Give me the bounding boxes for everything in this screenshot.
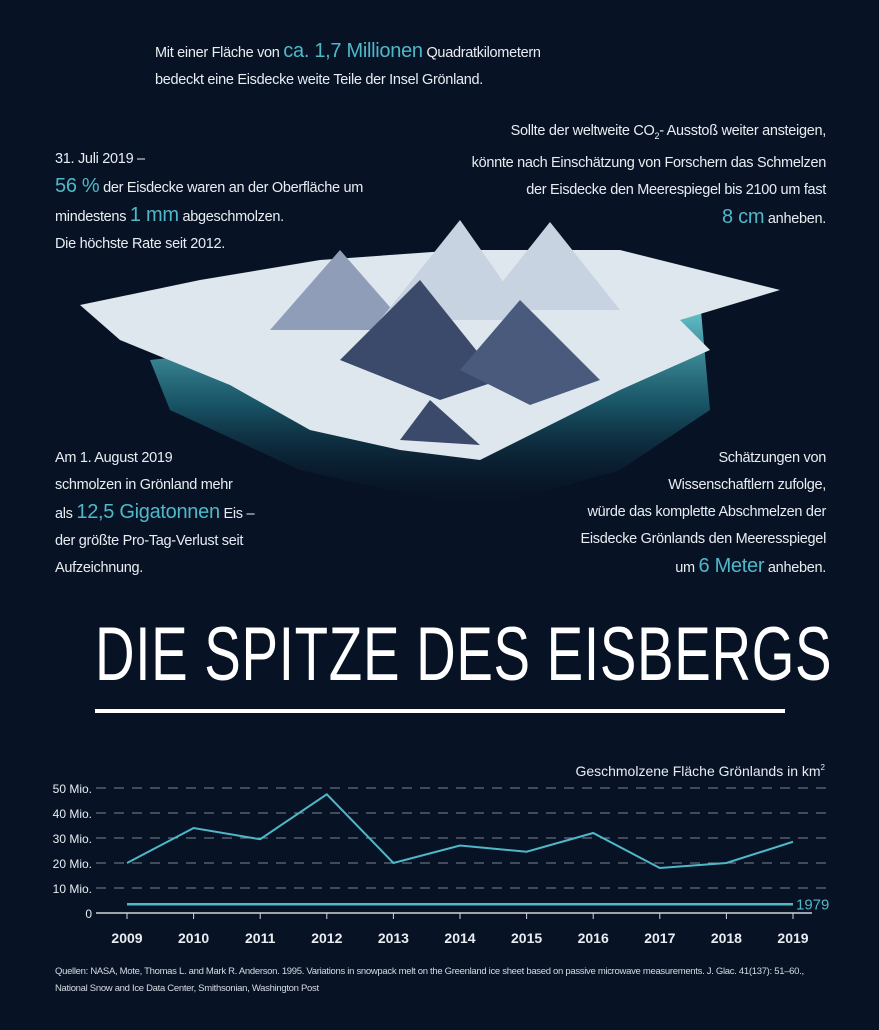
x-tick-label: 2018 [711, 930, 742, 946]
text: 31. Juli 2019 – [55, 151, 145, 167]
text: der größte Pro-Tag-Verlust seit [55, 533, 244, 549]
text: Schätzungen von [718, 450, 826, 466]
accent-text: ca. 1,7 Millionen [283, 40, 423, 62]
y-tick-label: 10 Mio. [53, 882, 92, 896]
x-tick-label: 2019 [777, 930, 808, 946]
text: Eisdecke Grönlands den Meeresspiegel [580, 531, 826, 547]
fact-area: Mit einer Fläche von ca. 1,7 Millionen Q… [155, 38, 541, 94]
fact-august-melt: Am 1. August 2019 schmolzen in Grönland … [55, 445, 255, 582]
text: Eis – [223, 506, 255, 522]
accent-text: 56 % [55, 175, 100, 197]
text: als [55, 506, 73, 522]
mountain [270, 250, 410, 330]
text: Aufzeichnung. [55, 560, 143, 576]
x-tick-label: 2016 [578, 930, 609, 946]
iceberg-illustration [80, 220, 780, 510]
y-tick-label: 30 Mio. [53, 832, 92, 846]
text: - Ausstoß weiter ansteigen, [659, 123, 826, 139]
text: anheben. [767, 560, 826, 576]
y-tick-label: 50 Mio. [53, 782, 92, 796]
x-tick-label: 2014 [444, 930, 475, 946]
fact-co2: Sollte der weltweite CO2- Ausstoß weiter… [471, 118, 827, 233]
subscript: 2 [654, 130, 660, 141]
text: könnte nach Einschätzung von Forschern d… [471, 154, 827, 171]
mountain [460, 300, 600, 405]
chart-title: Geschmolzene Fläche Grönlands in km2 [575, 763, 825, 779]
fact-sea-level: Schätzungen von Wissenschaftlern zufolge… [580, 445, 826, 582]
series-line [126, 792, 794, 870]
reference-label: 1979 [796, 896, 829, 913]
fact-july-melt: 31. Juli 2019 – 56 % der Eisdecke waren … [55, 146, 363, 258]
accent-text: 8 cm [722, 205, 765, 228]
text: Mit einer Fläche von [155, 45, 280, 61]
source-line: National Snow and Ice Data Center, Smith… [55, 983, 319, 994]
accent-text: 12,5 Gigatonnen [76, 501, 220, 523]
mountain [400, 400, 480, 445]
text: Sollte der weltweite CO [510, 123, 655, 139]
x-tick-label: 2015 [511, 930, 542, 946]
melt-area-chart: Geschmolzene Fläche Grönlands in km2 0 10… [53, 763, 830, 946]
x-tick-label: 2011 [245, 930, 276, 946]
title-underline [95, 709, 785, 713]
x-tick-label: 2013 [378, 930, 409, 946]
text: um [675, 560, 695, 576]
text: abgeschmolzen. [182, 209, 284, 225]
text: Die höchste Rate seit 2012. [55, 236, 226, 252]
y-tick-label: 40 Mio. [53, 807, 92, 821]
text: der Eisdecke waren an der Oberfläche um [103, 180, 364, 196]
text: würde das komplette Abschmelzen der [587, 504, 826, 520]
y-tick-label: 20 Mio. [53, 857, 92, 871]
text: bedeckt eine Eisdecke weite Teile der In… [155, 72, 484, 88]
accent-text: 1 mm [129, 204, 179, 226]
source-line: Quellen: NASA, Mote, Thomas L. and Mark … [55, 966, 804, 977]
text: schmolzen in Grönland mehr [55, 477, 233, 493]
page-title: DIE SPITZE DES EISBERGS [95, 612, 833, 697]
y-tick-label: 0 [85, 907, 92, 921]
accent-text: 6 Meter [698, 555, 765, 577]
sources: Quellen: NASA, Mote, Thomas L. and Mark … [55, 963, 804, 997]
text: der Eisdecke den Meerespiegel bis 2100 u… [526, 181, 826, 198]
x-tick-label: 2017 [644, 930, 675, 946]
text: Quadratkilometern [426, 45, 541, 61]
text: Wissenschaftlern zufolge, [668, 477, 826, 493]
mountain [480, 222, 620, 310]
x-tick-label: 2012 [311, 930, 342, 946]
text: mindestens [55, 209, 127, 225]
text: Am 1. August 2019 [55, 450, 173, 466]
text: anheben. [767, 210, 826, 227]
x-tick-label: 2010 [178, 930, 209, 946]
x-tick-label: 2009 [111, 930, 142, 946]
